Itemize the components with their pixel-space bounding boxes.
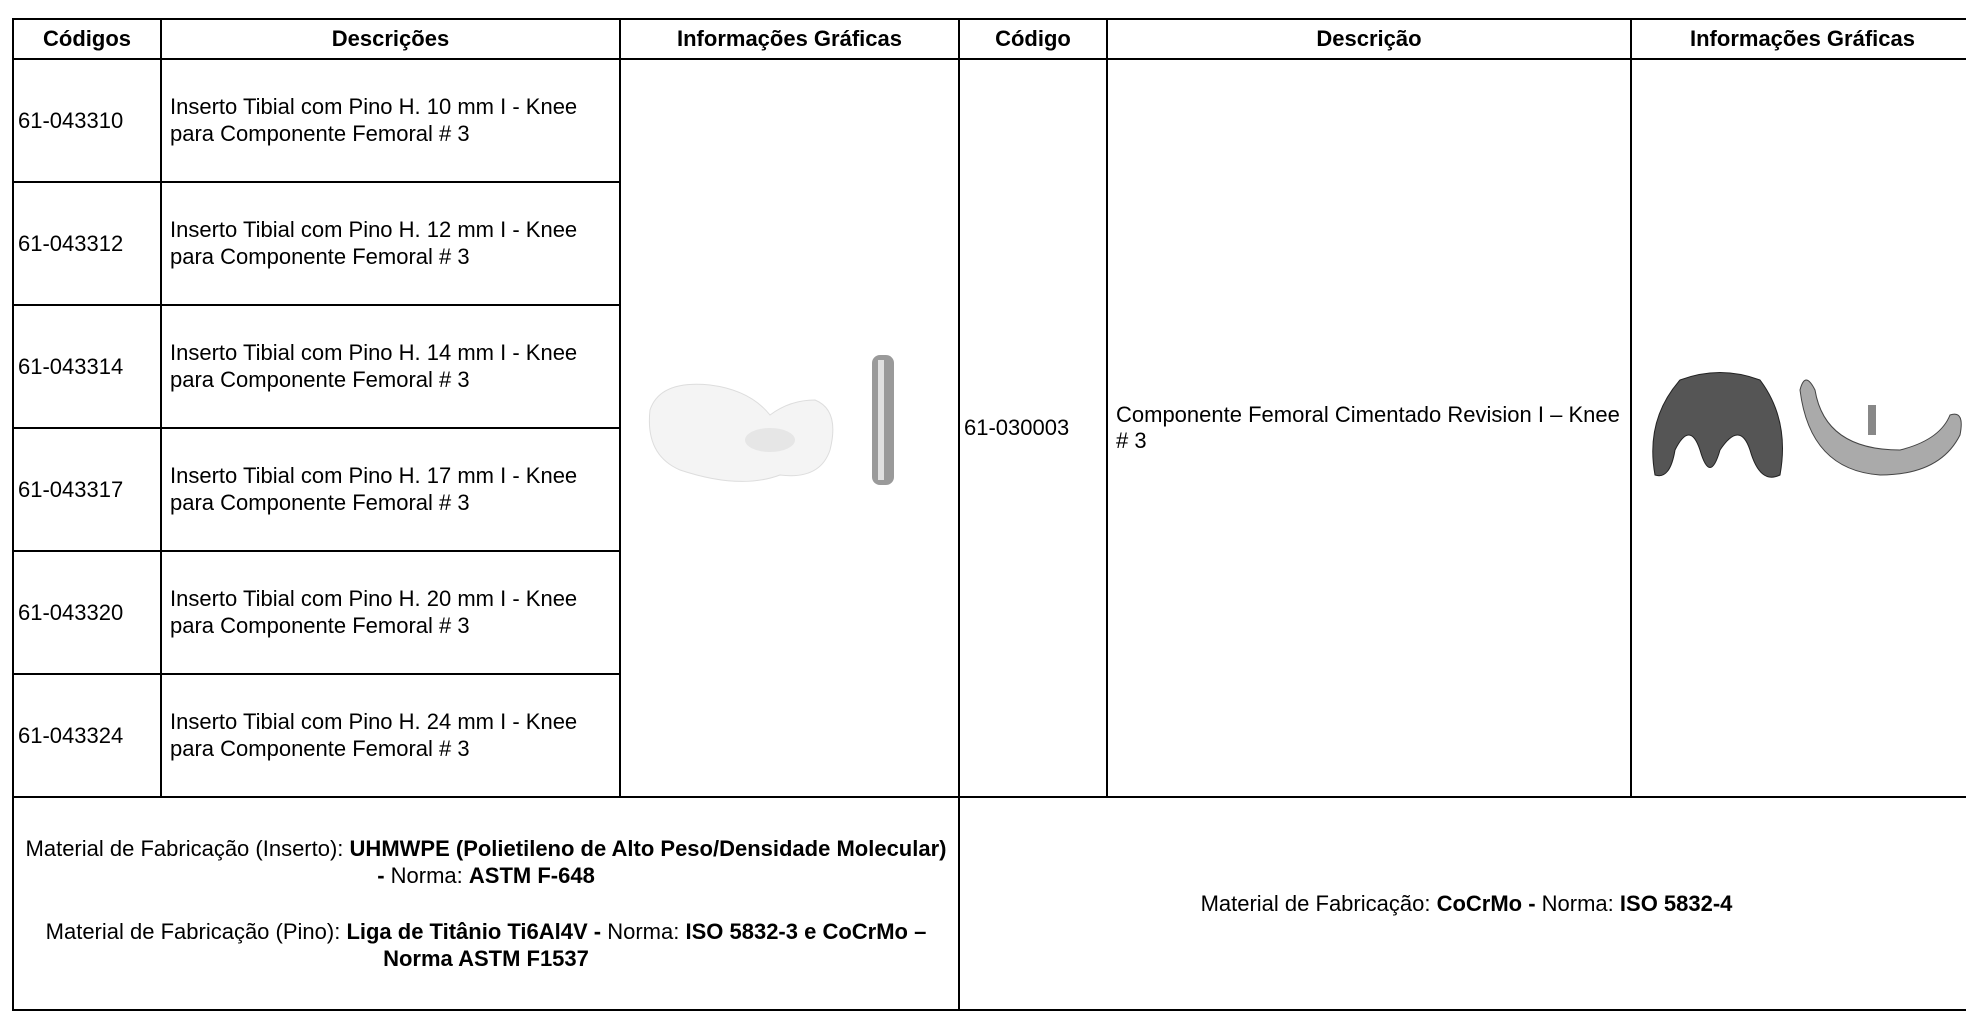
item-description: Inserto Tibial com Pino H. 17 mm I - Kne…	[160, 427, 621, 552]
material-text: Norma:	[390, 863, 469, 888]
item-row: 61-043312 Inserto Tibial com Pino H. 12 m…	[12, 181, 1966, 306]
material-text: ASTM F-648	[468, 863, 595, 888]
material-text: UHMWPE (Polietileno de Alto Peso/Densida…	[349, 835, 947, 889]
material-text: Material de Fabricação (Pino):	[45, 918, 347, 944]
item-code: 61-043314	[12, 304, 162, 429]
material-text: CoCrMo -	[1436, 890, 1542, 916]
item-description: Inserto Tibial com Pino H. 14 mm I - Kne…	[160, 304, 621, 429]
item-description: Inserto Tibial com Pino H. 24 mm I - Kne…	[160, 673, 621, 798]
material-text: Liga de Titânio Ti6Al4V -	[346, 918, 608, 944]
item-code: 61-043312	[12, 181, 162, 306]
item-row: 61-043320 Inserto Tibial com Pino H. 20 m…	[12, 550, 1966, 675]
item-description: Inserto Tibial com Pino H. 12 mm I - Kne…	[160, 181, 621, 306]
item-code: 61-043324	[12, 673, 162, 798]
item-description: Inserto Tibial com Pino H. 20 mm I - Kne…	[160, 550, 621, 675]
material-text: Material de Fabricação (Inserto):	[25, 835, 350, 861]
insert-image	[648, 355, 894, 485]
item-row: 61-043310 Inserto Tibial com Pino H. 10 m…	[12, 58, 1966, 798]
material-text: ISO 5832-4	[1619, 890, 1733, 916]
item-row: 61-043324 Inserto Tibial com Pino H. 24 m…	[12, 673, 1966, 798]
item-description: Componente Femoral Cimentado Revision I …	[1106, 58, 1632, 798]
product-table: Códigos Descrições Informações Gráficas …	[12, 18, 1966, 1011]
material-paragraph: Material de Fabricação: CoCrMo - Norma: …	[968, 890, 1965, 918]
footer-left: Material de Fabricação (Inserto): UHMWPE…	[12, 796, 960, 1011]
item-code: 61-043320	[12, 550, 162, 675]
material-text: Material de Fabricação:	[1200, 890, 1437, 916]
item-code: 61-043317	[12, 427, 162, 552]
item-row: 61-043317 Inserto Tibial com Pino H. 17 m…	[12, 427, 1966, 552]
header: Descrições	[160, 18, 621, 60]
header: Descrição	[1106, 18, 1632, 60]
item-code: 61-030003	[958, 58, 1108, 798]
header-row: Códigos Descrições Informações Gráficas …	[12, 18, 1966, 60]
item-row: 61-043314 Inserto Tibial com Pino H. 14 m…	[12, 304, 1966, 429]
item-code: 61-043310	[12, 58, 162, 183]
material-text: Norma:	[607, 918, 686, 944]
material-text: ISO 5832-3 e CoCrMo – Norma ASTM F1537	[383, 918, 927, 972]
header: Códigos	[12, 18, 162, 60]
footer-right: Material de Fabricação: CoCrMo - Norma: …	[958, 796, 1966, 1011]
insert-image-cell	[619, 58, 960, 798]
footer-row: Material de Fabricação (Inserto): UHMWPE…	[12, 796, 1966, 1011]
material-text: Norma:	[1541, 890, 1620, 916]
femoral-image	[1652, 372, 1962, 478]
header: Informações Gráficas	[619, 18, 960, 60]
item-description: Inserto Tibial com Pino H. 10 mm I - Kne…	[160, 58, 621, 183]
femoral-image-cell	[1630, 58, 1966, 798]
material-paragraph: Material de Fabricação (Inserto): UHMWPE…	[22, 835, 950, 890]
material-paragraph: Material de Fabricação (Pino): Liga de T…	[22, 918, 950, 973]
header: Código	[958, 18, 1108, 60]
header: Informações Gráficas	[1630, 18, 1966, 60]
